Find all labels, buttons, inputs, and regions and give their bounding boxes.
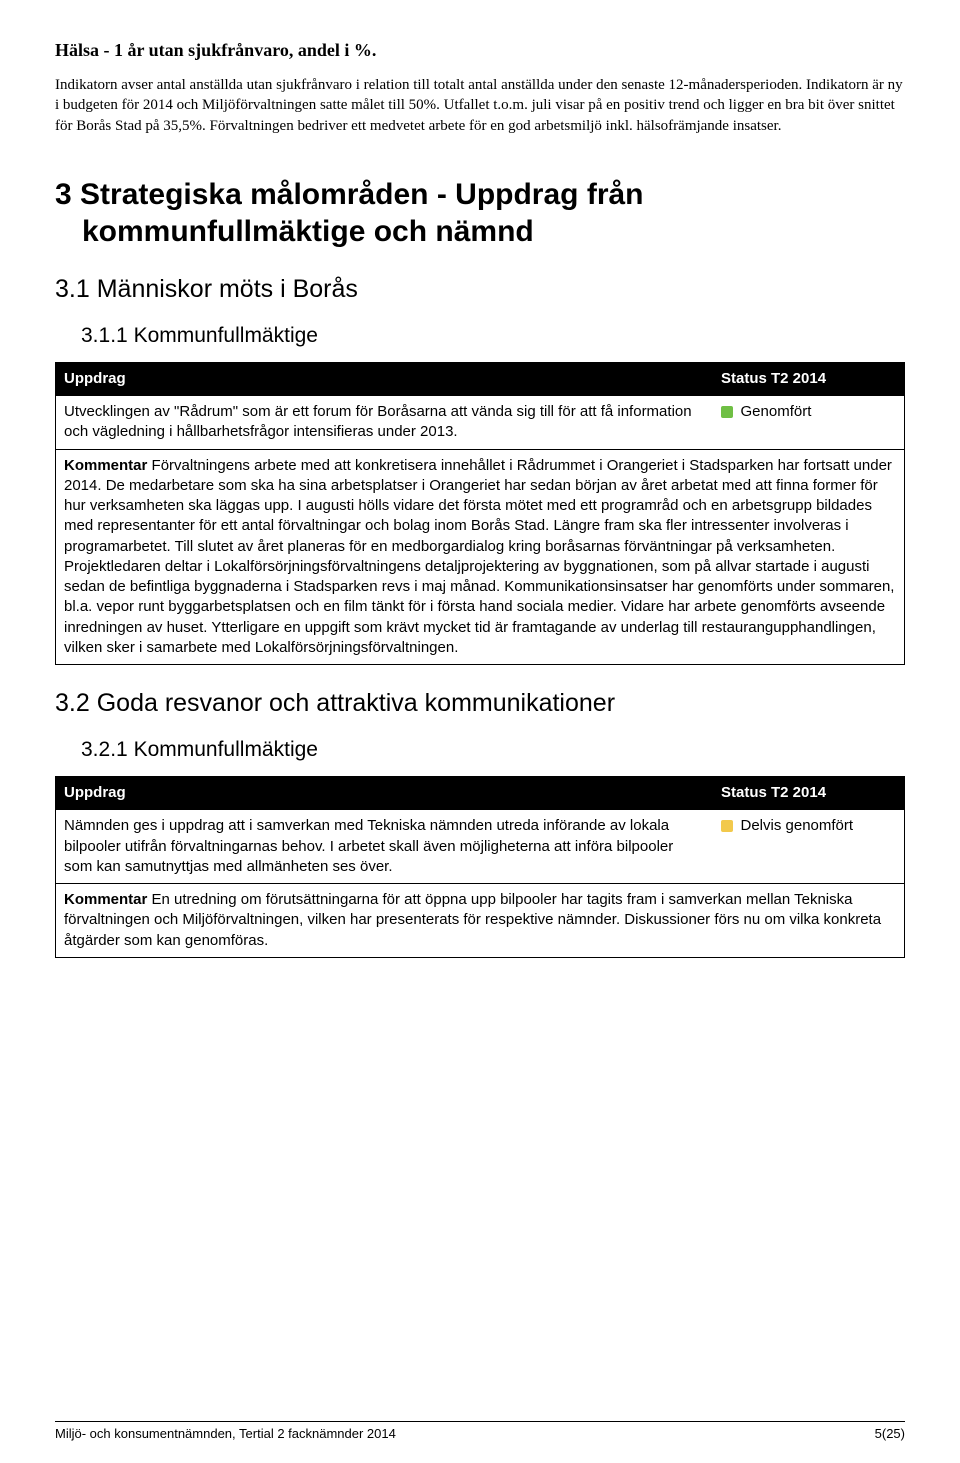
- section-3-2-heading: 3.2 Goda resvanor och attraktiva kommuni…: [55, 689, 905, 718]
- table-3-2-1: Uppdrag Status T2 2014 Nämnden ges i upp…: [55, 776, 905, 958]
- section-3-1-1-title: Kommunfullmäktige: [134, 324, 318, 347]
- status-label: Genomfört: [741, 403, 812, 420]
- section-3-2-1-title: Kommunfullmäktige: [134, 738, 318, 761]
- col-uppdrag: Uppdrag: [56, 362, 713, 395]
- section-3-title-line2: kommunfullmäktige och nämnd: [55, 213, 905, 251]
- comment-cell: Kommentar En utredning om förutsättninga…: [56, 884, 905, 958]
- status-label: Delvis genomfört: [741, 817, 854, 834]
- section-3-2-1-heading: 3.2.1 Kommunfullmäktige: [81, 738, 905, 762]
- col-uppdrag: Uppdrag: [56, 777, 713, 810]
- section-3-2-number: 3.2: [55, 689, 90, 717]
- status-dot-icon: [721, 820, 733, 832]
- table-row: Nämnden ges i uppdrag att i samverkan me…: [56, 810, 905, 884]
- section-3-1-heading: 3.1 Människor möts i Borås: [55, 275, 905, 304]
- footer-left: Miljö- och konsumentnämnden, Tertial 2 f…: [55, 1426, 396, 1441]
- comment-label: Kommentar: [64, 457, 147, 474]
- table-row: Kommentar En utredning om förutsättninga…: [56, 884, 905, 958]
- comment-cell: Kommentar Förvaltningens arbete med att …: [56, 449, 905, 665]
- section-3-title-line1: Strategiska målområden - Uppdrag från: [80, 178, 643, 211]
- section-3-1-title: Människor möts i Borås: [97, 275, 358, 303]
- section-3-2-title: Goda resvanor och attraktiva kommunikati…: [97, 689, 615, 717]
- task-text: Utvecklingen av "Rådrum" som är ett foru…: [56, 396, 713, 450]
- col-status: Status T2 2014: [713, 777, 905, 810]
- section-3-1-1-number: 3.1.1: [81, 324, 128, 347]
- table-3-1-1: Uppdrag Status T2 2014 Utvecklingen av "…: [55, 362, 905, 665]
- section-3-heading: 3 Strategiska målområden - Uppdrag från …: [55, 176, 905, 251]
- section-3-number: 3: [55, 176, 72, 214]
- status-cell: Delvis genomfört: [713, 810, 905, 884]
- comment-text: Förvaltningens arbete med att konkretise…: [64, 457, 894, 656]
- section-3-2-1-number: 3.2.1: [81, 738, 128, 761]
- section-3-1-1-heading: 3.1.1 Kommunfullmäktige: [81, 324, 905, 348]
- footer-right: 5(25): [875, 1426, 905, 1441]
- comment-label: Kommentar: [64, 891, 147, 908]
- intro-heading: Hälsa - 1 år utan sjukfrånvaro, andel i …: [55, 40, 905, 61]
- table-header-row: Uppdrag Status T2 2014: [56, 777, 905, 810]
- section-3-1-number: 3.1: [55, 275, 90, 303]
- page-footer: Miljö- och konsumentnämnden, Tertial 2 f…: [55, 1421, 905, 1441]
- col-status: Status T2 2014: [713, 362, 905, 395]
- page: Hälsa - 1 år utan sjukfrånvaro, andel i …: [0, 0, 960, 1463]
- intro-paragraph: Indikatorn avser antal anställda utan sj…: [55, 75, 905, 136]
- table-header-row: Uppdrag Status T2 2014: [56, 362, 905, 395]
- table-row: Utvecklingen av "Rådrum" som är ett foru…: [56, 396, 905, 450]
- table-row: Kommentar Förvaltningens arbete med att …: [56, 449, 905, 665]
- status-cell: Genomfört: [713, 396, 905, 450]
- status-dot-icon: [721, 406, 733, 418]
- comment-text: En utredning om förutsättningarna för at…: [64, 891, 881, 949]
- task-text: Nämnden ges i uppdrag att i samverkan me…: [56, 810, 713, 884]
